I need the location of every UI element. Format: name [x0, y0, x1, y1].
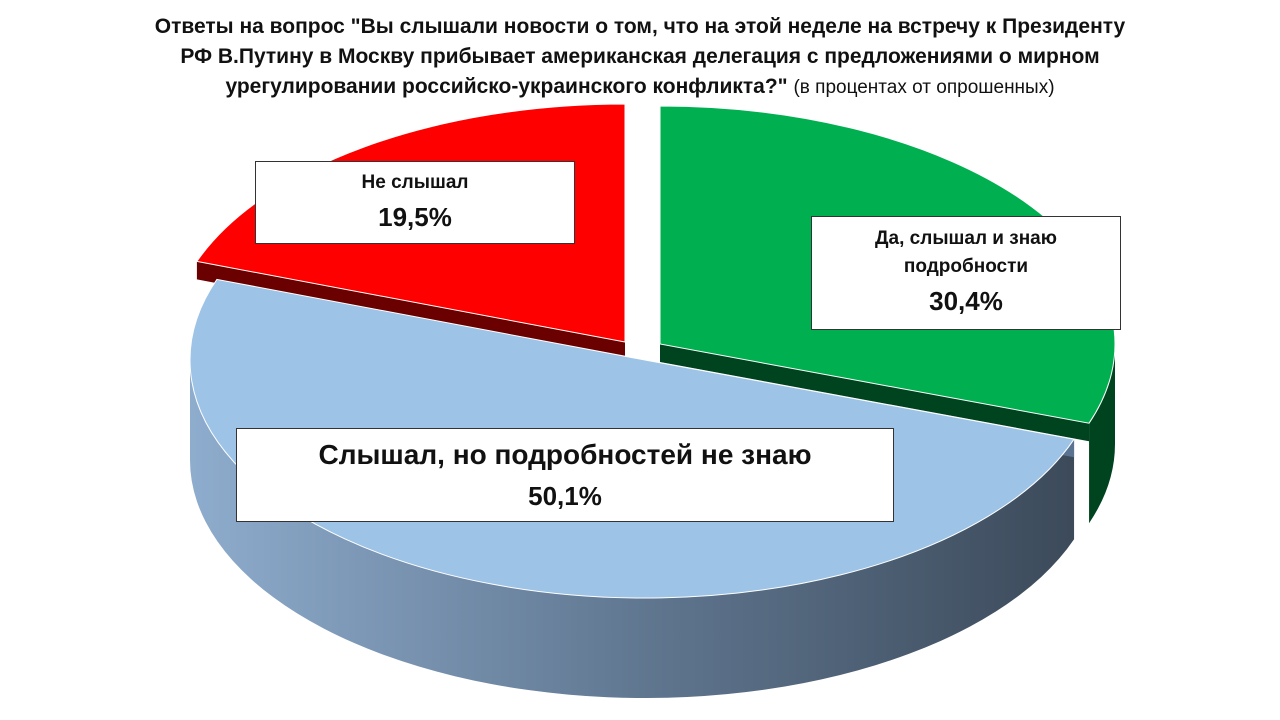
slice-not-heard-edge-0 — [196, 261, 626, 360]
chart-subtitle: (в процентах от опрошенных) — [793, 77, 1055, 98]
slice-label-heard-no-details: Слышал, но подробностей не знаю — [318, 439, 812, 470]
slice-heard-details-side — [1089, 344, 1115, 524]
slice-value-not-heard: 19,5% — [378, 201, 452, 232]
slice-value-heard-details: 30,4% — [929, 286, 1003, 316]
chart-title-main: Ответы на вопрос "Вы слышали новости о т… — [154, 15, 1126, 98]
slice-label-box-heard-details: Да, слышал и знаю подробности 30,4% — [811, 216, 1121, 330]
slice-label-heard-details: Да, слышал и знаю подробности — [875, 228, 1057, 277]
slice-heard-no-details-side — [190, 360, 1075, 699]
slice-label-box-heard-no-details: Слышал, но подробностей не знаю 50,1% — [236, 428, 894, 522]
slice-heard-details-edge-1 — [660, 344, 1090, 442]
slice-label-not-heard: Не слышал — [361, 171, 469, 193]
slice-label-box-not-heard: Не слышал 19,5% — [255, 161, 575, 244]
slice-value-heard-no-details: 50,1% — [528, 481, 602, 511]
chart-title: Ответы на вопрос "Вы слышали новости о т… — [140, 12, 1140, 103]
